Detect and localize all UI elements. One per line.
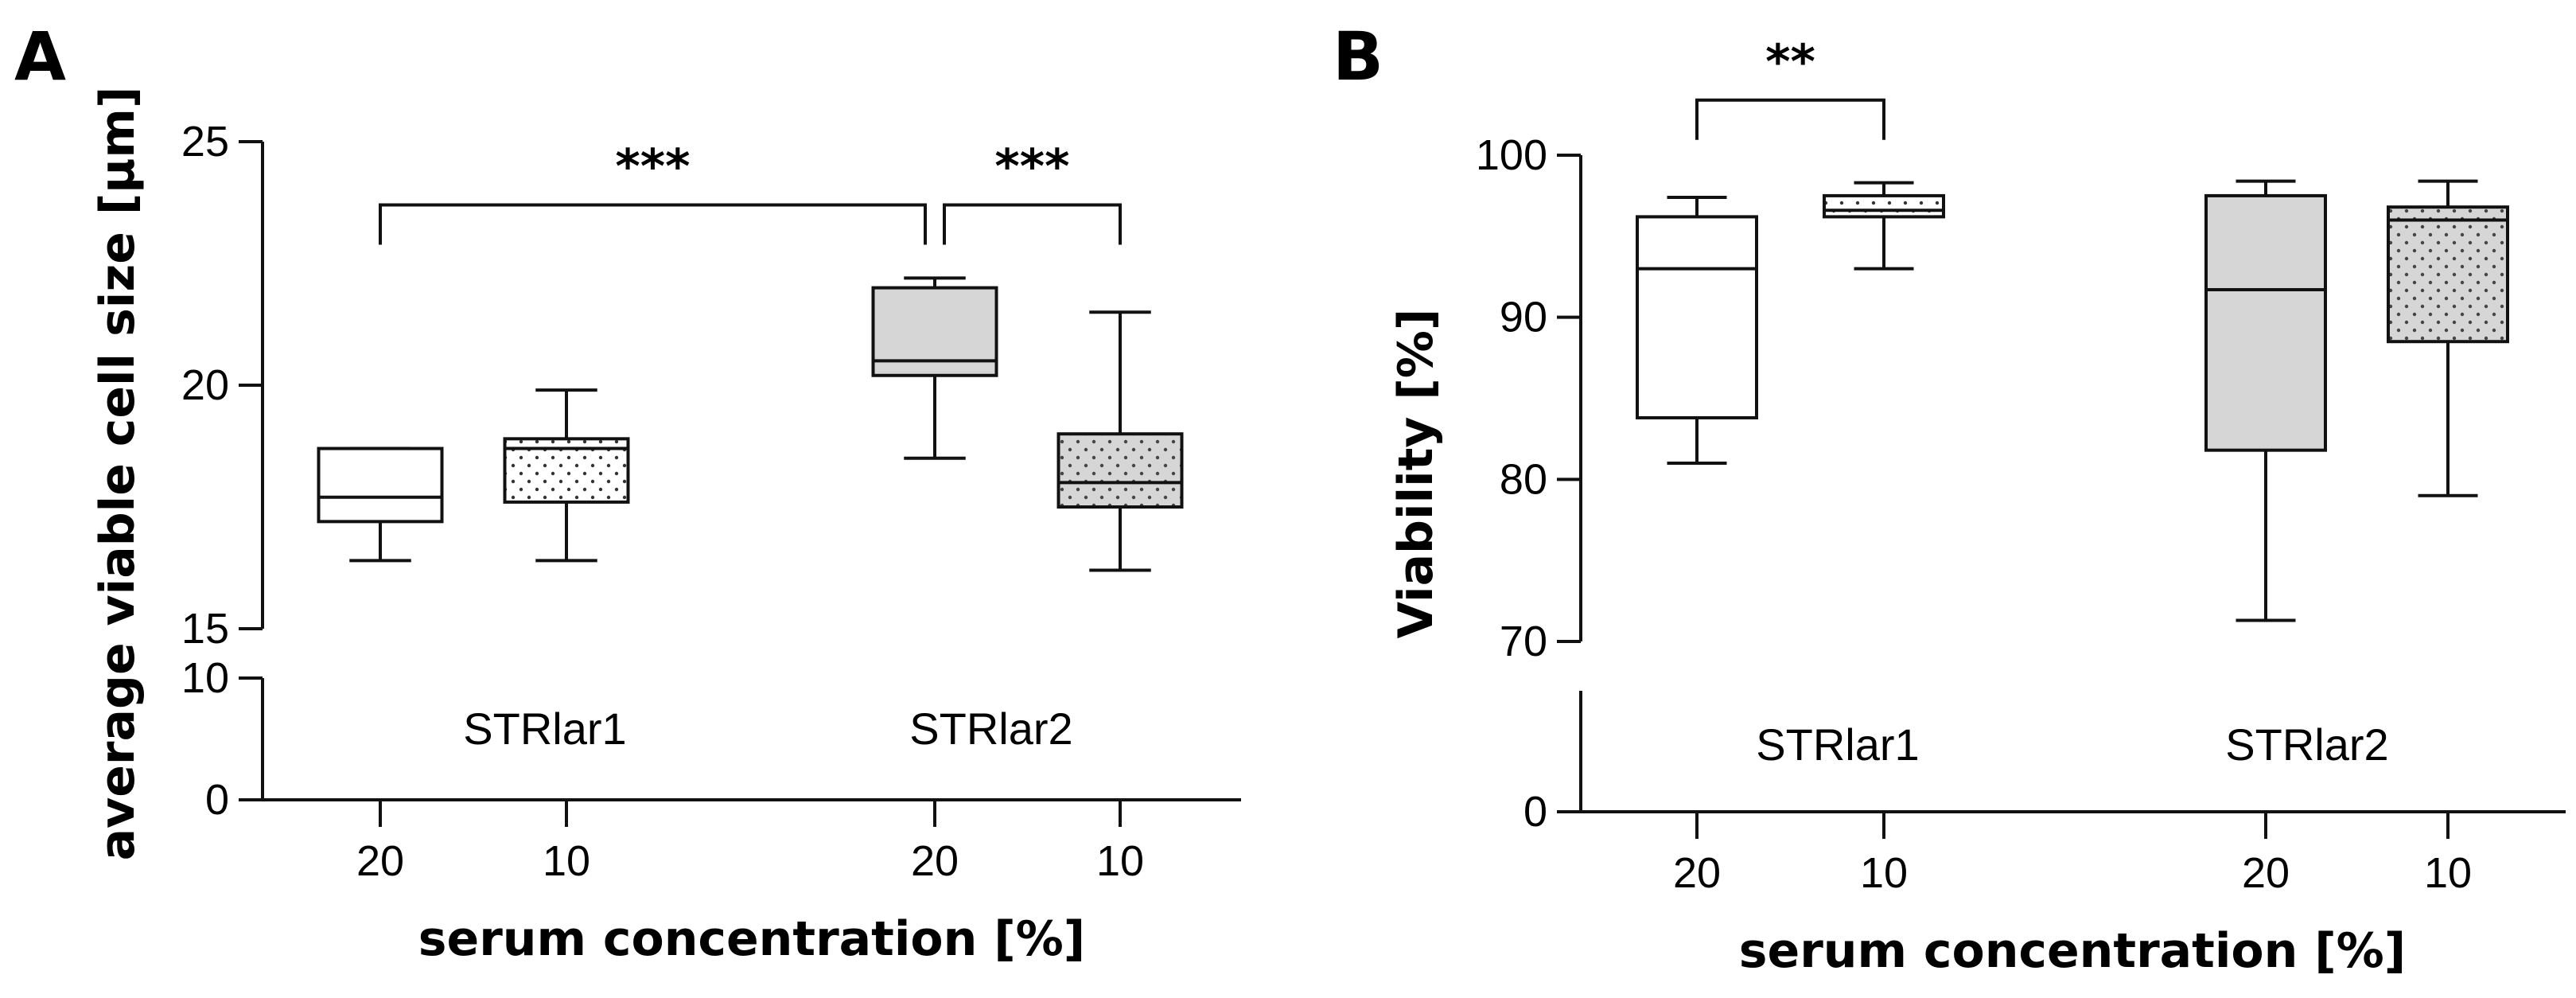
x-tick-label: 10 [1860,849,1908,897]
y-tick-label: 80 [1500,455,1547,503]
box-iqr [1823,193,1945,219]
x-tick-label: 20 [356,837,404,885]
significance-bracket: *** [943,139,1122,245]
x-axis-title: serum concentration [%] [1739,923,2406,979]
box-strlar1-20: 20 [317,446,444,885]
significance-bracket: ** [1695,34,1885,140]
group-label: STRlar1 [1756,719,1919,770]
box-strlar1-10: 10 [503,388,630,885]
y-axis-title: Viability [%] [1388,309,1444,639]
x-tick-label: 20 [2242,849,2290,897]
y-tick-label: 15 [181,605,229,653]
box-iqr [2204,193,2327,452]
group-label: STRlar1 [463,704,626,754]
x-tick-label: 10 [2424,849,2472,897]
y-tick-label: 25 [181,118,229,166]
x-axis-title: serum concentration [%] [418,911,1085,967]
bracket-line [943,203,1122,245]
y-tick-label: 0 [205,776,229,824]
box-strlar2-10: 10 [1056,310,1184,885]
box-strlar1-10: 10 [1823,181,1945,897]
box-strlar2-20: 20 [871,276,998,885]
x-tick-label: 20 [911,837,959,885]
box-strlar2-10: 10 [2387,179,2509,897]
significance-label: *** [615,139,690,195]
y-tick-label: 100 [1476,131,1547,179]
panel-letter: A [14,18,66,96]
y-tick-label: 0 [1523,788,1547,836]
bracket-line [1695,98,1885,140]
box-strlar2-20: 20 [2204,179,2327,897]
box-strlar1-20: 20 [1636,195,1758,897]
bracket-line [379,203,927,245]
y-tick-label: 90 [1500,294,1547,341]
panel-letter: B [1333,18,1383,96]
significance-bracket: *** [379,139,927,245]
box-iqr [1056,432,1184,509]
group-label: STRlar2 [2225,719,2388,770]
group-label: STRlar2 [909,704,1072,754]
x-tick-label: 20 [1673,849,1721,897]
significance-label: *** [994,139,1069,195]
x-tick-label: 10 [1096,837,1144,885]
box-iqr [2387,205,2509,344]
panel-b: B 0 70 80 90 100 serum concentration [%] Viabil… [1333,18,2566,979]
significance-label: ** [1765,34,1815,90]
box-iqr [1636,215,1758,419]
y-axis-title: average viable cell size [µm] [90,87,146,861]
y-tick-label: 70 [1500,618,1547,665]
y-tick-label: 20 [181,361,229,409]
box-iqr [317,446,444,524]
x-tick-label: 10 [543,837,590,885]
y-tick-label: 10 [181,654,229,702]
